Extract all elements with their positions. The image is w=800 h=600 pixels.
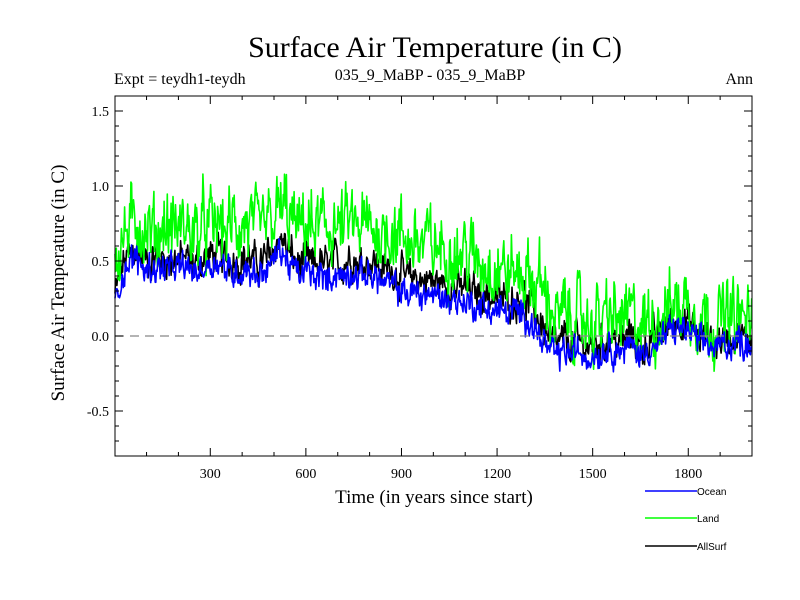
chart-title: Surface Air Temperature (in C)	[248, 31, 622, 64]
x-tick-label: 600	[295, 467, 316, 482]
subtitle-left: Expt = teydh1-teydh	[114, 71, 246, 88]
y-tick-label: 1.5	[92, 105, 110, 120]
y-tick-label: 0.5	[92, 255, 110, 270]
series-layer	[114, 173, 753, 373]
series-line-allsurf	[114, 231, 753, 366]
y-axis-label: Surface Air Temperature (in C)	[48, 165, 69, 402]
x-tick-label: 900	[391, 467, 412, 482]
legend: Ocean Land AllSurf	[645, 487, 727, 553]
legend-label-allsurf: AllSurf	[697, 542, 727, 553]
y-tick-label: 1.0	[92, 180, 110, 195]
series-line-land	[114, 173, 753, 372]
x-axis-label: Time (in years since start)	[335, 487, 533, 508]
x-tick-label: 1200	[483, 467, 511, 482]
axis-ticks: 300 600 900 1200 1500 1800 1.5 1.0 0.5 0.0 -0.5	[87, 96, 752, 482]
y-tick-label: 0.0	[92, 330, 110, 345]
legend-label-ocean: Ocean	[697, 487, 726, 498]
y-tick-label: -0.5	[87, 405, 109, 420]
series-line-ocean	[114, 238, 753, 373]
legend-label-land: Land	[697, 514, 719, 525]
x-tick-label: 300	[200, 467, 221, 482]
plot-frame	[114, 95, 753, 457]
subtitle-center: 035_9_MaBP - 035_9_MaBP	[335, 67, 526, 84]
plot-area: 300 600 900 1200 1500 1800 1.5 1.0 0.5 0.0 -0.5	[87, 95, 753, 482]
subtitle-right: Ann	[725, 71, 753, 88]
x-tick-label: 1500	[579, 467, 607, 482]
x-tick-label: 1800	[674, 467, 702, 482]
